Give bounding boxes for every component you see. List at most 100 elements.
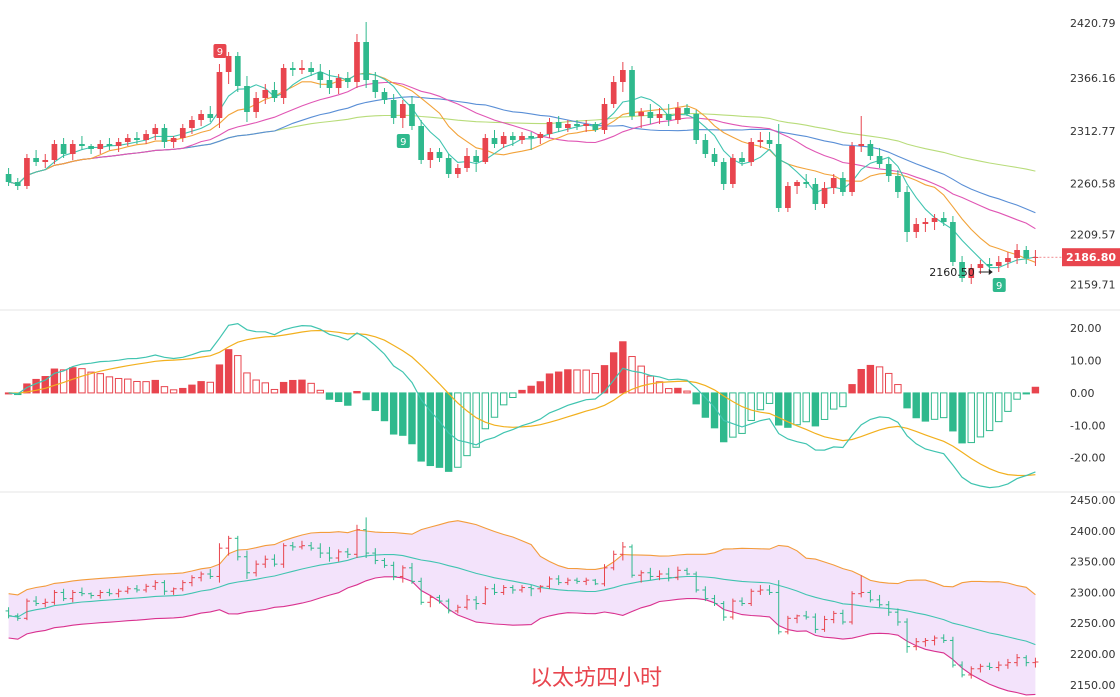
macd-bar (289, 379, 297, 394)
macd-bar (857, 368, 865, 394)
candle-body (189, 120, 195, 128)
candle-body (5, 174, 12, 182)
candle-body (629, 70, 635, 116)
price-panel: 2420.79 2366.16 2312.77 2260.58 2209.57 2159.… (5, 17, 1120, 292)
macd-bar (747, 392, 755, 421)
macd-bar (967, 392, 975, 444)
macd-bar (802, 392, 810, 423)
macd-bar (701, 392, 710, 418)
macd-bar (793, 392, 801, 426)
macd-bar (985, 392, 994, 432)
macd-bar (930, 392, 939, 420)
candle-body (152, 128, 159, 134)
candle-body (840, 178, 846, 192)
candle-body (986, 264, 993, 266)
macd-bar (463, 392, 471, 457)
macd-bar (866, 364, 875, 394)
candle-body (418, 126, 424, 160)
macd-bar (371, 392, 380, 412)
candle-body (1023, 250, 1030, 258)
candle-body (592, 124, 599, 130)
macd-bar (389, 392, 398, 435)
macd-bar (756, 392, 765, 411)
y-tick-label: 2209.57 (1070, 228, 1116, 241)
td-marker (992, 278, 1006, 292)
macd-bar (554, 371, 563, 394)
macd-bar (261, 382, 270, 394)
candle-body (97, 144, 104, 149)
candle-body (500, 136, 507, 144)
candle-body (42, 160, 49, 162)
candle-body (968, 268, 975, 278)
candle-body (299, 68, 305, 70)
macd-bar (719, 392, 728, 443)
candle-body (830, 178, 837, 188)
candle-body (326, 80, 333, 88)
macd-bar (87, 371, 95, 394)
td-marker-label: 9 (217, 47, 223, 58)
macd-bar (105, 376, 114, 394)
candle-body (436, 152, 443, 158)
candle-body (225, 56, 232, 72)
candle-body (995, 262, 1002, 266)
macd-bar (96, 373, 104, 394)
macd-bar (133, 380, 141, 394)
macd-bar (683, 390, 691, 394)
candle-body (399, 104, 406, 118)
candle-body (656, 114, 663, 118)
macd-bar (490, 392, 499, 418)
macd-bar (499, 392, 508, 406)
last-price-tag (1062, 248, 1120, 267)
candle-body (51, 144, 58, 160)
macd-bar (23, 383, 31, 394)
y-tick-label: -20.00 (1070, 452, 1105, 465)
candle-body (693, 114, 700, 140)
candle-body (106, 144, 113, 146)
macd-bar (949, 392, 957, 432)
candle-body (1014, 250, 1020, 258)
macd-bar (664, 388, 673, 394)
candle-body (583, 124, 590, 126)
candle-body (409, 104, 415, 126)
y-tick-label: 2312.77 (1070, 125, 1116, 138)
candle-body (253, 98, 259, 112)
candle-body (895, 176, 901, 192)
candle-body (931, 218, 938, 222)
macd-bar (408, 392, 416, 445)
candle-body (528, 136, 535, 138)
ma20-line (8, 81, 1036, 230)
candle-body (244, 86, 250, 112)
td-marker (213, 44, 227, 58)
macd-bar (179, 387, 187, 394)
macd-bar (774, 392, 783, 426)
candle-body (482, 138, 489, 162)
macd-bar (380, 392, 389, 422)
candle-body (665, 114, 672, 120)
macd-bar (169, 389, 178, 394)
macd-bar (738, 392, 746, 434)
candle-body (638, 112, 645, 116)
y-tick-label: 20.00 (1070, 322, 1102, 335)
candle-body (14, 182, 21, 186)
candle-body (775, 144, 782, 208)
td-marker-label: 9 (400, 137, 406, 148)
macd-bar (619, 341, 627, 394)
macd-bar (509, 392, 517, 398)
candle-body (473, 156, 480, 162)
macd-bar (151, 379, 159, 394)
macd-panel: 20.00 10.00 0.00 -10.00 -20.00 (4, 322, 1105, 489)
macd-bar (197, 381, 205, 394)
candle-body (317, 72, 324, 80)
macd-bar (78, 368, 86, 394)
candle-body (757, 140, 764, 142)
macd-bar (224, 349, 233, 394)
macd-bar (325, 392, 334, 400)
macd-bar (958, 392, 966, 444)
macd-bar (545, 373, 554, 394)
candle-body (427, 152, 434, 160)
y-tick-label: 0.00 (1070, 387, 1095, 400)
macd-bar (765, 392, 774, 404)
y-tick-label: 2400.00 (1070, 525, 1116, 538)
y-tick-label: 2350.00 (1070, 556, 1116, 569)
candle-body (381, 92, 388, 100)
